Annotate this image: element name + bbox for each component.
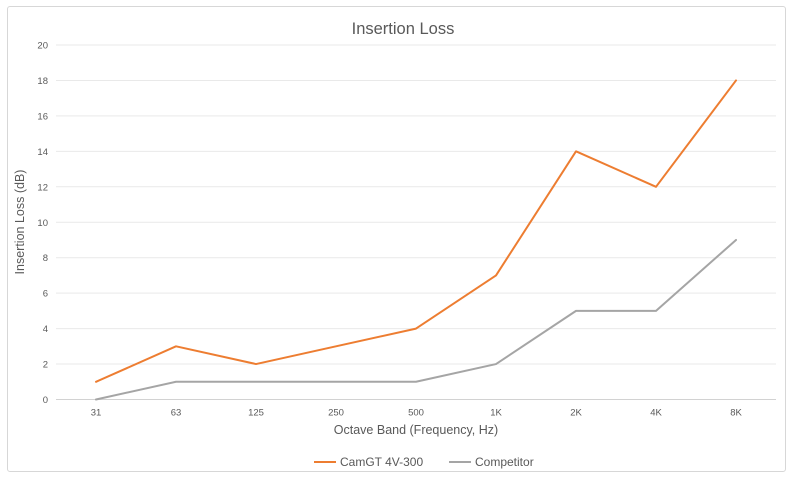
x-tick-label: 31 — [91, 408, 102, 419]
chart-frame: 0 2 4 6 8 10 12 14 16 18 20 31 63 125 250 500 1K 2K 4K 8K … — [7, 6, 786, 472]
gridlines — [56, 44, 776, 400]
series-line-competitor — [95, 238, 737, 401]
x-tick-label: 2K — [570, 408, 582, 419]
series-line-camgt-4v-300 — [95, 79, 737, 383]
legend-item: Competitor — [449, 455, 534, 469]
x-tick-label: 63 — [171, 408, 182, 419]
y-tick-label: 14 — [37, 147, 48, 158]
x-tick-label: 250 — [328, 408, 344, 419]
y-tick-label: 6 — [43, 289, 48, 300]
legend-item: CamGT 4V-300 — [314, 455, 423, 469]
chart-title: Insertion Loss — [352, 20, 455, 38]
x-axis-tick-labels: 31 63 125 250 500 1K 2K 4K 8K — [91, 408, 743, 419]
legend-label: CamGT 4V-300 — [340, 455, 423, 469]
y-tick-label: 8 — [43, 253, 48, 264]
x-tick-label: 4K — [650, 408, 662, 419]
y-axis-tick-labels: 0 2 4 6 8 10 12 14 16 18 20 — [37, 41, 48, 407]
y-tick-label: 4 — [43, 324, 48, 335]
series-lines — [95, 79, 737, 401]
y-tick-label: 10 — [37, 218, 48, 229]
y-tick-label: 12 — [37, 182, 48, 193]
y-tick-label: 20 — [37, 41, 48, 52]
y-tick-label: 0 — [43, 395, 48, 406]
x-tick-label: 1K — [490, 408, 502, 419]
x-tick-label: 125 — [248, 408, 264, 419]
x-tick-label: 8K — [730, 408, 742, 419]
x-axis-title: Octave Band (Frequency, Hz) — [334, 423, 498, 437]
y-tick-label: 18 — [37, 76, 48, 87]
chart-legend: CamGT 4V-300 Competitor — [314, 455, 534, 469]
legend-label: Competitor — [475, 455, 534, 469]
y-tick-label: 2 — [43, 360, 48, 371]
y-axis-title: Insertion Loss (dB) — [13, 170, 27, 275]
y-tick-label: 16 — [37, 111, 48, 122]
x-tick-label: 500 — [408, 408, 424, 419]
